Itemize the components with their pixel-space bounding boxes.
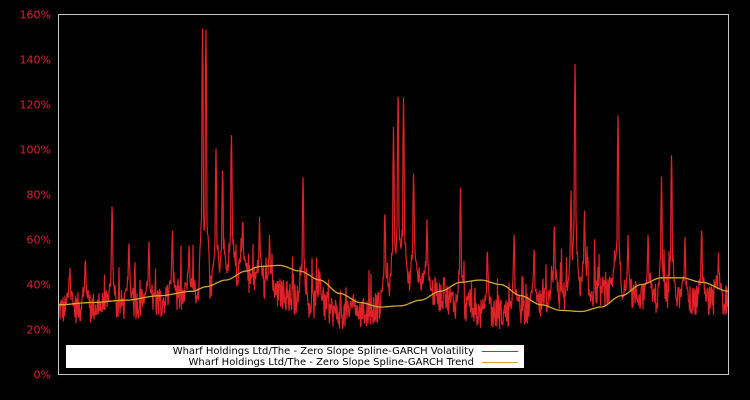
trend-series — [58, 264, 729, 313]
legend-label-volatility: Wharf Holdings Ltd/The - Zero Slope Spli… — [172, 346, 474, 357]
y-tick-label: 80% — [27, 189, 51, 202]
y-tick-label: 160% — [20, 9, 51, 22]
legend-swatch-volatility — [482, 351, 518, 352]
y-tick-label: 140% — [20, 54, 51, 67]
y-axis-ticks: 0% 20% 40% 60% 80% 100% 120% 140% 160% — [20, 9, 51, 382]
legend-swatch-trend — [482, 362, 518, 363]
volatility-series — [58, 28, 730, 330]
y-tick-label: 100% — [20, 144, 51, 157]
y-tick-label: 120% — [20, 99, 51, 112]
y-tick-label: 20% — [27, 324, 51, 337]
y-tick-label: 40% — [27, 279, 51, 292]
chart-legend: Wharf Holdings Ltd/The - Zero Slope Spli… — [66, 345, 524, 368]
legend-item-trend: Wharf Holdings Ltd/The - Zero Slope Spli… — [189, 357, 518, 368]
y-tick-label: 0% — [34, 369, 51, 382]
volatility-line — [58, 28, 730, 330]
plot-frame — [58, 14, 729, 375]
legend-item-volatility: Wharf Holdings Ltd/The - Zero Slope Spli… — [173, 346, 518, 357]
legend-label-trend: Wharf Holdings Ltd/The - Zero Slope Spli… — [188, 357, 474, 368]
y-tick-label: 60% — [27, 234, 51, 247]
